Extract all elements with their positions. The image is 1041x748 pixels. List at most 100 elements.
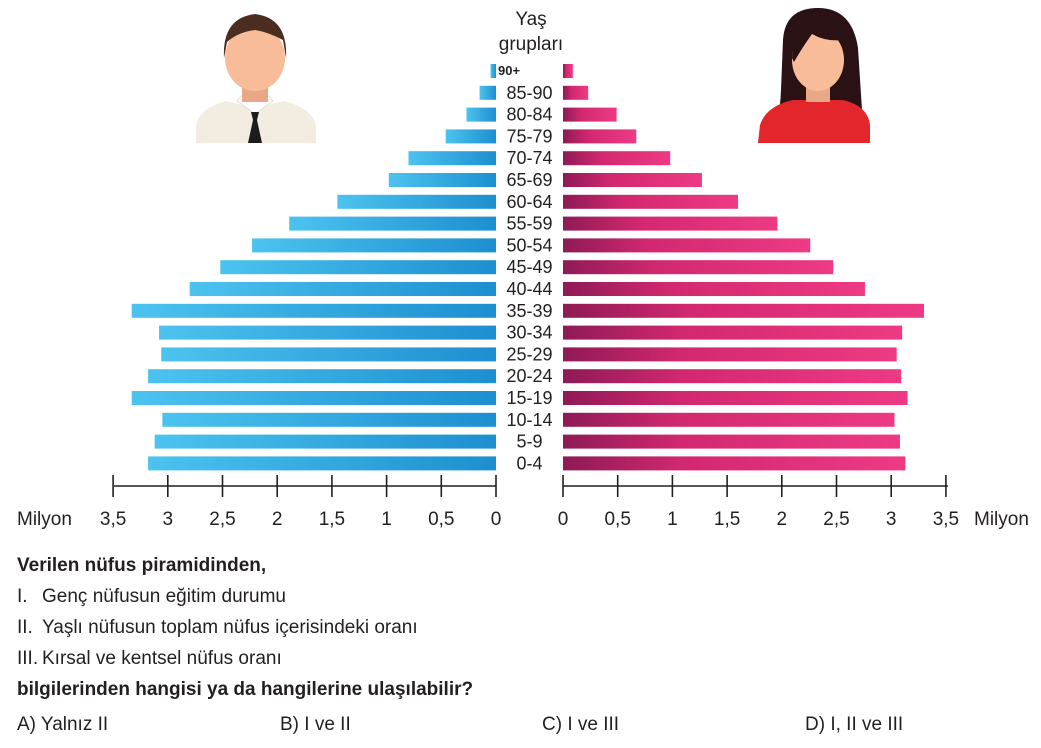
male-bar-15-19 xyxy=(131,391,496,405)
male-bars xyxy=(131,64,496,471)
age-label-0-4: 0-4 xyxy=(516,453,542,473)
age-label-70-74: 70-74 xyxy=(506,148,552,168)
male-bar-70-74 xyxy=(408,151,496,166)
option-c[interactable]: C) I ve III xyxy=(542,714,620,735)
answer-options: A) Yalnız II B) I ve II C) I ve III D) I… xyxy=(17,714,1027,744)
age-label-30-34: 30-34 xyxy=(506,323,552,343)
statement-3: III. Kırsal ve kentsel nüfus oranı xyxy=(17,643,1027,674)
chart-title: Yaş xyxy=(515,9,546,30)
male-bar-30-34 xyxy=(159,325,496,340)
female-bars xyxy=(563,64,925,471)
female-bar-30-34 xyxy=(563,325,903,340)
female-bar-40-44 xyxy=(563,282,865,296)
statement-text: Genç nüfusun eğitim durumu xyxy=(42,586,286,607)
age-label-10-14: 10-14 xyxy=(506,410,552,430)
left-axis-ticks: 0 0,5 1 1,5 2 2,5 3 3,5 xyxy=(100,475,501,530)
male-bar-5-9 xyxy=(154,434,496,449)
age-label-15-19: 15-19 xyxy=(506,388,552,408)
female-bar-5-9 xyxy=(563,434,900,449)
male-bar-80-84 xyxy=(466,107,496,122)
right-tick-label-1,5: 1,5 xyxy=(714,509,740,530)
age-label-45-49: 45-49 xyxy=(506,257,552,277)
right-tick-label-1: 1 xyxy=(667,509,678,530)
left-tick-label-1,5: 1,5 xyxy=(319,509,345,530)
female-bar-65-69 xyxy=(563,173,702,187)
female-bar-90+ xyxy=(563,64,573,78)
statement-number: I. xyxy=(17,586,28,607)
chart-title-line2: grupları xyxy=(499,34,563,55)
age-label-90+: 90+ xyxy=(498,63,520,78)
left-tick-label-2: 2 xyxy=(272,509,283,530)
female-bar-70-74 xyxy=(563,151,671,166)
male-bar-10-14 xyxy=(162,412,496,427)
age-label-55-59: 55-59 xyxy=(506,214,552,234)
male-bar-50-54 xyxy=(252,238,496,253)
age-group-labels: 90+ 85-9080-8475-7970-7465-6960-6455-5950… xyxy=(498,63,553,473)
age-label-60-64: 60-64 xyxy=(506,192,552,212)
female-bar-80-84 xyxy=(563,107,617,122)
age-label-50-54: 50-54 xyxy=(506,235,552,255)
male-bar-60-64 xyxy=(337,194,496,209)
male-bar-35-39 xyxy=(131,303,496,318)
female-bar-55-59 xyxy=(563,216,778,231)
right-tick-label-3: 3 xyxy=(886,509,897,530)
age-label-5-9: 5-9 xyxy=(516,432,542,452)
female-bar-50-54 xyxy=(563,238,811,253)
question-intro: Verilen nüfus piramidinden, xyxy=(17,555,267,576)
left-tick-label-1: 1 xyxy=(381,509,392,530)
right-axis-label: Milyon xyxy=(974,509,1029,530)
female-bar-75-79 xyxy=(563,129,637,144)
statement-2: II. Yaşlı nüfusun toplam nüfus içerisind… xyxy=(17,612,1027,643)
age-label-20-24: 20-24 xyxy=(506,366,552,386)
male-bar-90+ xyxy=(490,64,496,78)
right-tick-label-2: 2 xyxy=(777,509,788,530)
right-tick-label-0: 0 xyxy=(558,509,569,530)
statement-number: III. xyxy=(17,648,39,669)
age-label-35-39: 35-39 xyxy=(506,301,552,321)
female-bar-0-4 xyxy=(563,456,906,471)
left-tick-label-2,5: 2,5 xyxy=(209,509,235,530)
left-tick-label-3,5: 3,5 xyxy=(100,509,126,530)
male-bar-85-90 xyxy=(479,85,496,100)
right-tick-label-2,5: 2,5 xyxy=(823,509,849,530)
male-bar-75-79 xyxy=(445,129,496,144)
statement-1: I. Genç nüfusun eğitim durumu xyxy=(17,581,1027,612)
male-bar-20-24 xyxy=(148,369,496,384)
female-bar-45-49 xyxy=(563,260,834,275)
age-label-85-90: 85-90 xyxy=(506,83,552,103)
female-bar-60-64 xyxy=(563,194,739,209)
right-axis-ticks: 0 0,5 1 1,5 2 2,5 3 3,5 xyxy=(558,475,959,530)
female-bar-85-90 xyxy=(563,85,589,100)
male-bar-40-44 xyxy=(189,282,496,296)
age-label-25-29: 25-29 xyxy=(506,344,552,364)
left-tick-label-0,5: 0,5 xyxy=(428,509,454,530)
right-tick-label-3,5: 3,5 xyxy=(933,509,959,530)
option-d[interactable]: D) I, II ve III xyxy=(805,714,904,735)
left-tick-label-0: 0 xyxy=(491,509,502,530)
option-b[interactable]: B) I ve II xyxy=(280,714,351,735)
statement-text: Kırsal ve kentsel nüfus oranı xyxy=(42,648,282,669)
female-bar-20-24 xyxy=(563,369,902,384)
question-block: Verilen nüfus piramidinden, I. Genç nüfu… xyxy=(17,550,1027,705)
question-prompt: bilgilerinden hangisi ya da hangilerine … xyxy=(17,679,474,700)
male-bar-25-29 xyxy=(161,347,496,362)
statement-text: Yaşlı nüfusun toplam nüfus içerisindeki … xyxy=(42,617,418,638)
option-a[interactable]: A) Yalnız II xyxy=(17,714,109,735)
statement-number: II. xyxy=(17,617,33,638)
male-bar-0-4 xyxy=(148,456,496,471)
female-bar-35-39 xyxy=(563,303,925,318)
man-avatar-icon xyxy=(196,14,316,143)
age-label-65-69: 65-69 xyxy=(506,170,552,190)
female-bar-15-19 xyxy=(563,391,908,405)
left-tick-label-3: 3 xyxy=(163,509,174,530)
age-label-40-44: 40-44 xyxy=(506,279,552,299)
male-bar-55-59 xyxy=(289,216,496,231)
female-bar-10-14 xyxy=(563,412,895,427)
population-pyramid-chart: Yaş grupları 90+ 85-9080-8475-7970-7465-6… xyxy=(17,8,1029,530)
female-bar-25-29 xyxy=(563,347,897,362)
male-bar-65-69 xyxy=(388,173,496,187)
woman-avatar-icon xyxy=(758,8,870,143)
age-label-80-84: 80-84 xyxy=(506,105,552,125)
right-tick-label-0,5: 0,5 xyxy=(604,509,630,530)
age-label-75-79: 75-79 xyxy=(506,126,552,146)
